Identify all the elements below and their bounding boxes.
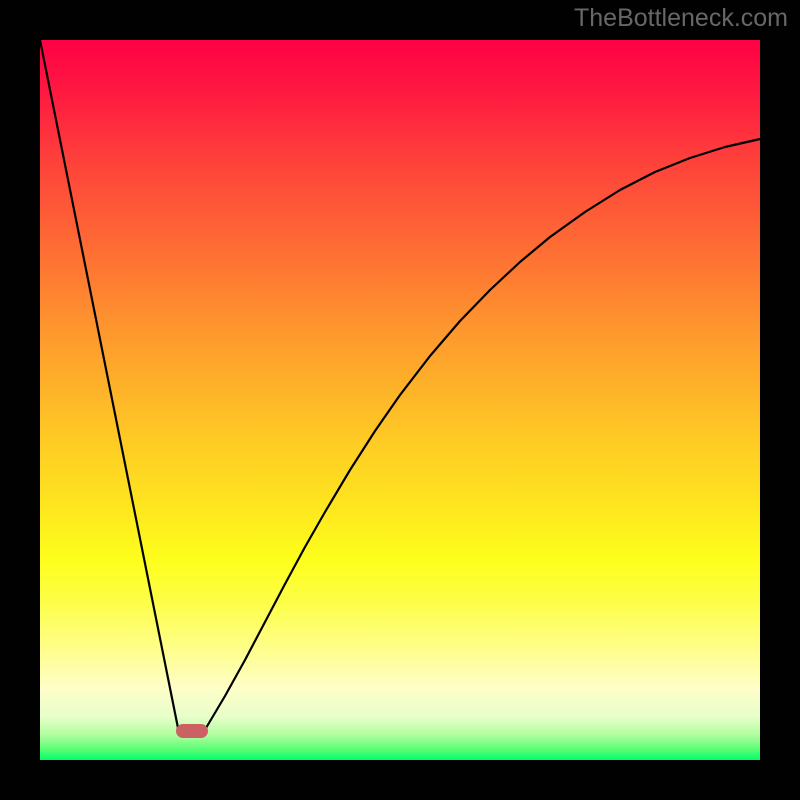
chart-svg: TheBottleneck.com xyxy=(0,0,800,800)
chart-plot-area xyxy=(40,40,760,760)
bottleneck-chart: TheBottleneck.com xyxy=(0,0,800,800)
valley-marker xyxy=(176,724,208,738)
watermark-text: TheBottleneck.com xyxy=(574,4,788,32)
